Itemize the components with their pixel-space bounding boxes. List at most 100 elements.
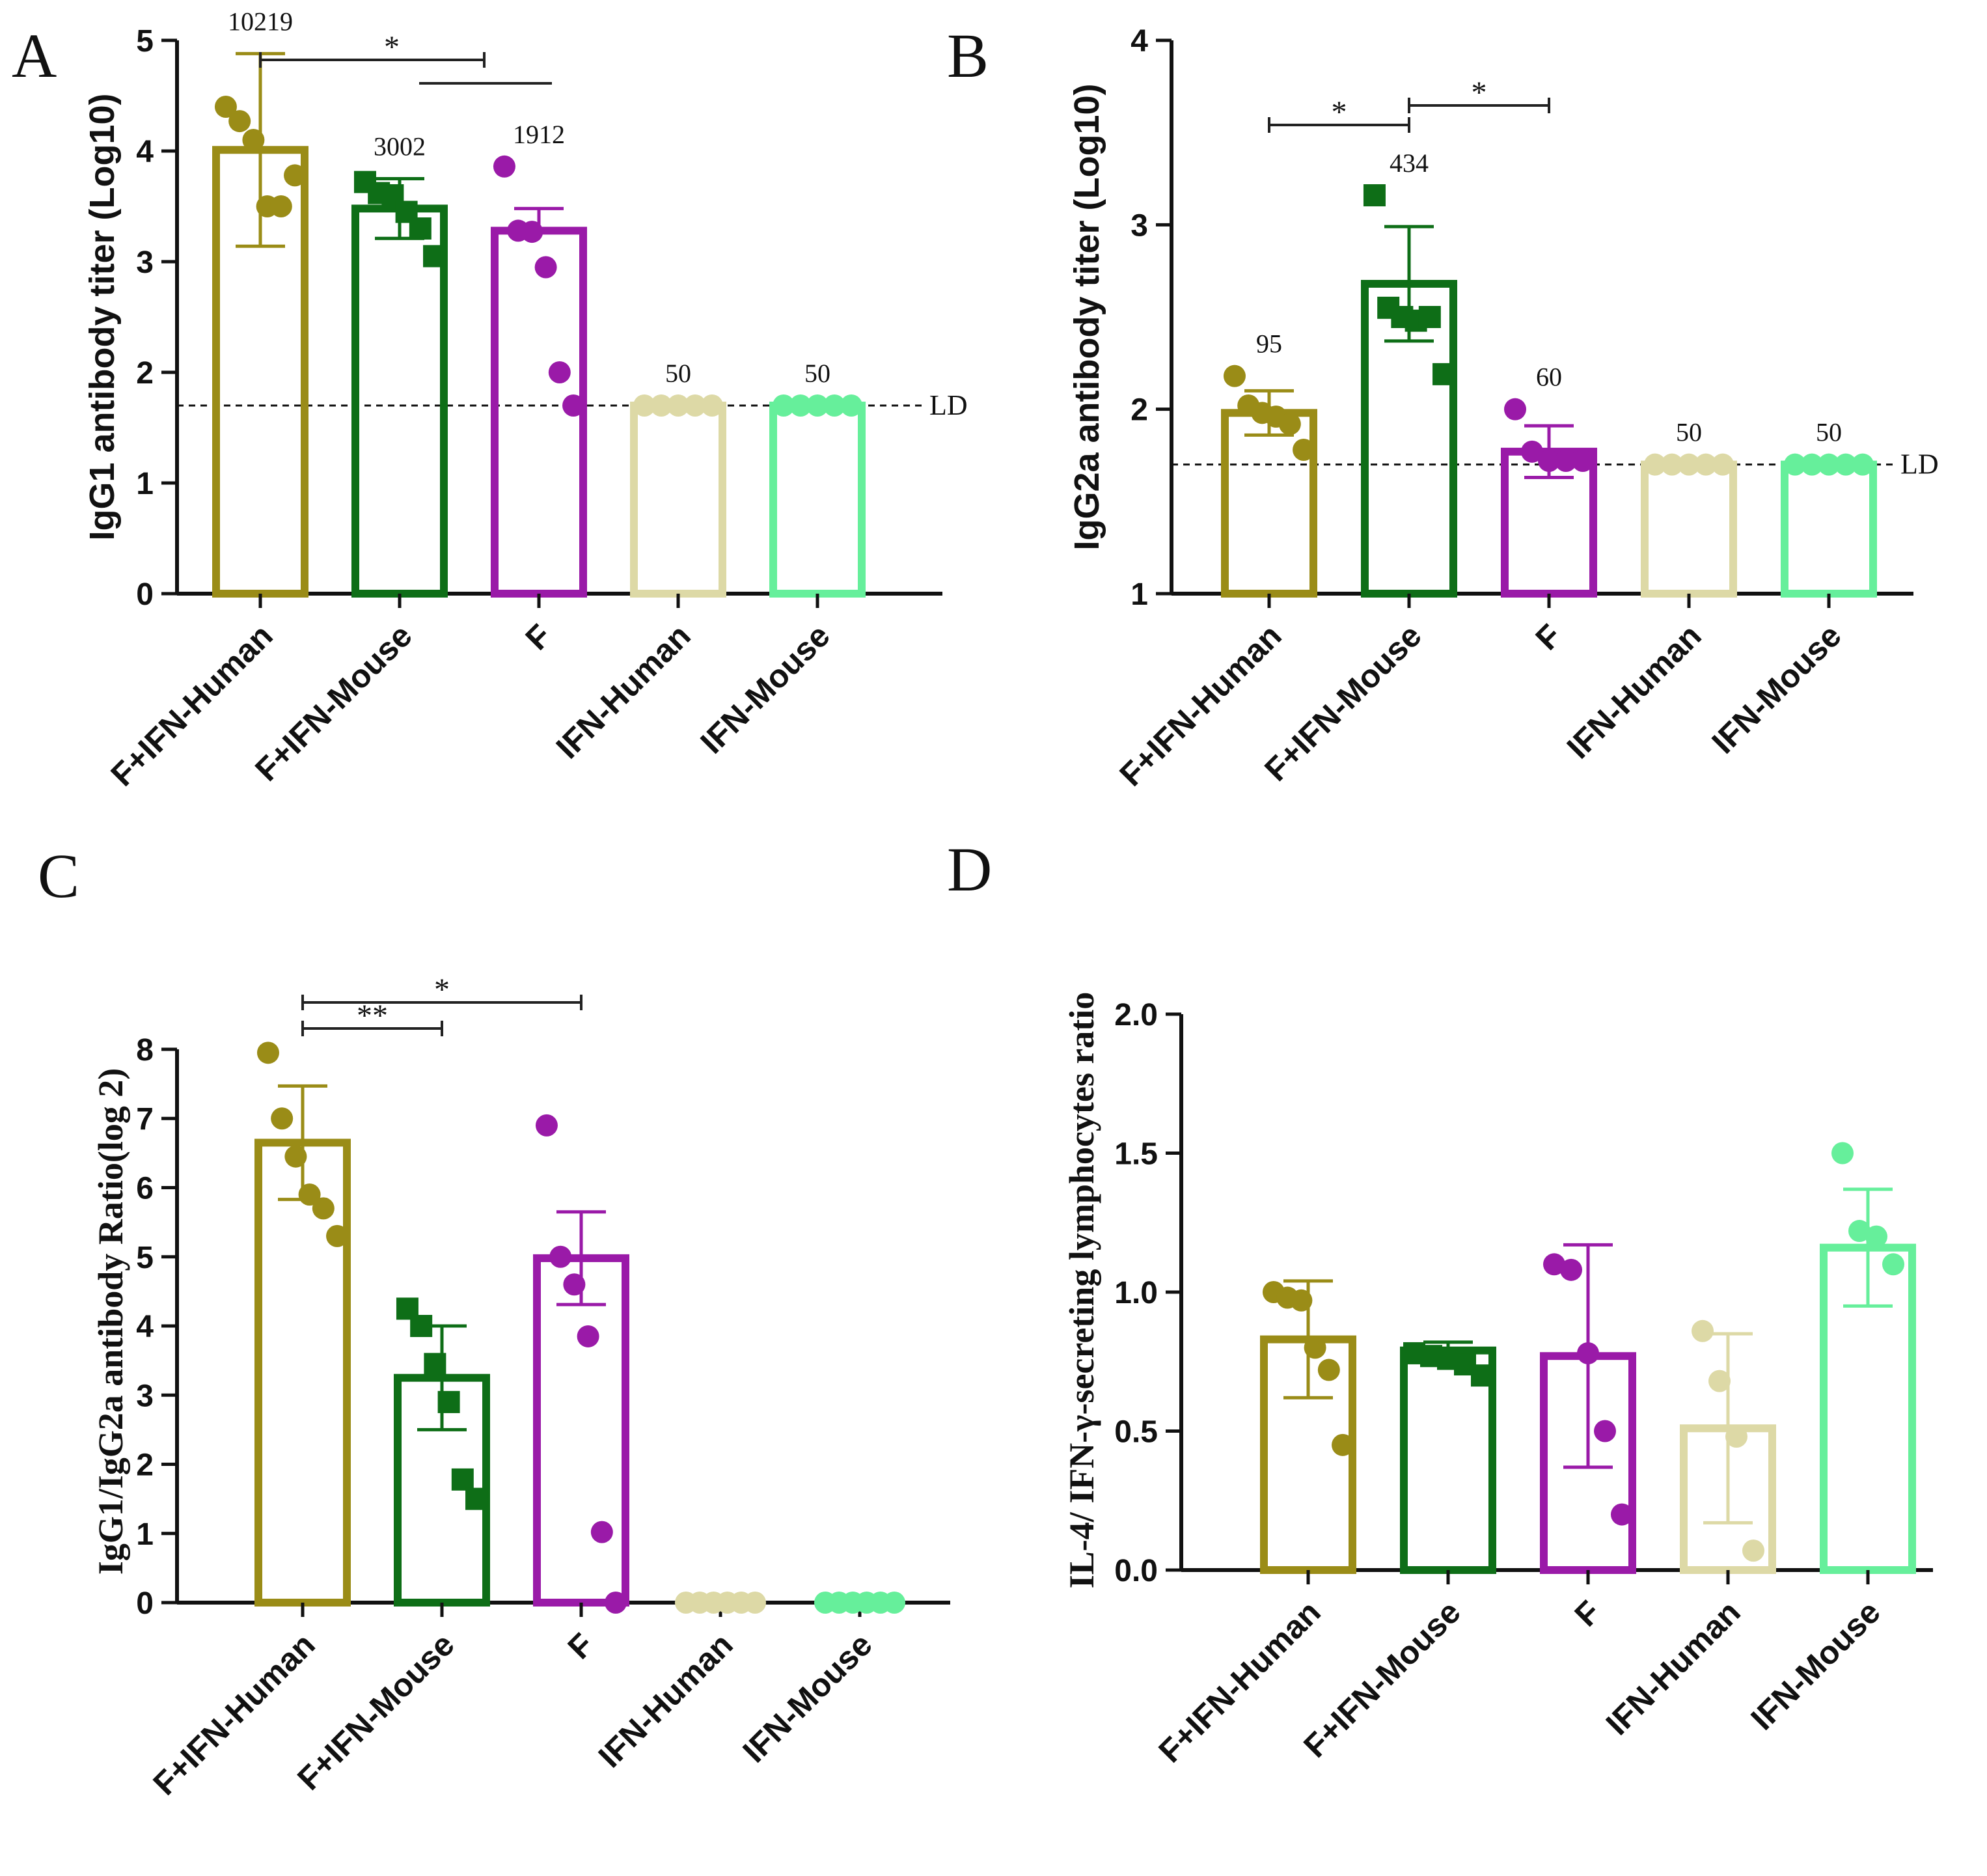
data-point-a-4 <box>701 394 723 417</box>
data-point-a-1 <box>269 195 292 217</box>
data-point-b-5 <box>1801 453 1823 476</box>
data-point-a-4 <box>633 394 655 417</box>
data-point-d-5 <box>1865 1225 1887 1248</box>
y-tick-label-b: 1 <box>1131 577 1148 612</box>
data-point-a-4 <box>650 394 672 417</box>
data-point-b-1 <box>1278 413 1301 435</box>
y-tick-label-c: 2 <box>136 1448 154 1483</box>
value-label-b-3: 60 <box>1536 363 1562 392</box>
data-point-b-3 <box>1555 450 1577 472</box>
data-point-d-3 <box>1543 1253 1565 1276</box>
y-tick-label-c: 1 <box>136 1517 154 1552</box>
data-point-b-5 <box>1784 453 1806 476</box>
data-point-a-5 <box>789 394 812 417</box>
data-point-c-5 <box>883 1592 906 1614</box>
value-label-b-4: 50 <box>1676 418 1702 447</box>
value-label-b-1: 95 <box>1256 329 1282 359</box>
value-label-a-5: 50 <box>804 359 830 388</box>
data-point-b-4 <box>1712 453 1734 476</box>
data-point-a-5 <box>773 394 795 417</box>
data-point-d-3 <box>1577 1342 1599 1364</box>
data-point-b-3 <box>1572 450 1594 472</box>
significance-label-b: * <box>1472 76 1487 110</box>
data-point-c-1 <box>256 1041 279 1064</box>
y-tick-label-d: 0.5 <box>1114 1415 1158 1450</box>
data-point-c-3 <box>590 1521 613 1543</box>
y-tick-label-a: 3 <box>136 245 154 280</box>
data-point-c-2 <box>437 1390 460 1413</box>
data-point-d-4 <box>1708 1370 1731 1392</box>
data-point-c-3 <box>563 1273 586 1296</box>
data-point-b-4 <box>1661 453 1683 476</box>
data-point-c-3 <box>605 1592 627 1614</box>
data-point-d-4 <box>1692 1319 1714 1342</box>
detection-limit-label-a: LD <box>929 389 968 421</box>
data-point-c-1 <box>326 1224 349 1247</box>
data-point-d-3 <box>1560 1258 1582 1281</box>
data-point-c-3 <box>549 1245 572 1268</box>
data-point-a-3 <box>521 221 543 243</box>
data-point-a-4 <box>684 394 706 417</box>
y-tick-label-d: 1.5 <box>1114 1137 1158 1172</box>
data-point-c-2 <box>465 1487 488 1510</box>
value-label-b-2: 434 <box>1390 148 1429 178</box>
y-tick-label-c: 0 <box>136 1586 154 1621</box>
y-tick-label-d: 2.0 <box>1114 998 1158 1032</box>
data-point-d-4 <box>1725 1426 1747 1448</box>
value-label-a-2: 3002 <box>374 132 426 161</box>
data-point-c-2 <box>410 1315 433 1337</box>
data-point-b-2 <box>1363 184 1386 206</box>
significance-label-a: * <box>384 30 400 64</box>
significance-label-b: * <box>1332 95 1347 130</box>
data-point-d-3 <box>1594 1420 1616 1442</box>
data-point-a-5 <box>806 394 829 417</box>
data-point-c-2 <box>451 1468 474 1491</box>
data-point-c-1 <box>298 1183 321 1206</box>
value-label-a-3: 1912 <box>513 120 565 149</box>
data-point-b-5 <box>1852 453 1874 476</box>
y-tick-label-b: 2 <box>1131 393 1148 428</box>
y-tick-label-a: 4 <box>136 135 154 169</box>
data-point-a-5 <box>823 394 845 417</box>
data-point-b-5 <box>1818 453 1840 476</box>
data-point-b-3 <box>1521 440 1543 463</box>
data-point-a-4 <box>667 394 689 417</box>
y-tick-label-d: 0.0 <box>1114 1554 1158 1588</box>
data-point-d-1 <box>1304 1336 1326 1359</box>
data-point-b-3 <box>1538 450 1560 472</box>
data-point-d-5 <box>1831 1142 1854 1165</box>
value-label-a-4: 50 <box>665 359 691 388</box>
data-point-a-1 <box>284 164 307 187</box>
value-label-b-5: 50 <box>1816 418 1842 447</box>
data-point-a-3 <box>562 394 585 417</box>
y-tick-label-a: 2 <box>136 356 154 391</box>
data-point-a-5 <box>840 394 862 417</box>
y-axis-label-d: IL-4/ IFN-γ-secreting lymphocytes ratio <box>1062 992 1101 1589</box>
significance-label-c: ** <box>357 999 388 1033</box>
data-point-d-1 <box>1290 1289 1313 1312</box>
data-point-a-2 <box>423 245 446 268</box>
data-point-c-3 <box>535 1114 558 1137</box>
panel-letter-d: D <box>947 835 992 904</box>
data-point-c-3 <box>577 1325 599 1347</box>
data-point-d-1 <box>1332 1433 1354 1456</box>
detection-limit-label-b: LD <box>1900 448 1939 480</box>
value-label-a-1: 10219 <box>228 7 293 36</box>
y-tick-label-d: 1.0 <box>1114 1276 1158 1310</box>
data-point-d-5 <box>1882 1253 1904 1276</box>
panel-letter-b: B <box>947 21 989 90</box>
y-axis-label-a: IgG1 antibody titer (Log10) <box>83 93 122 540</box>
y-tick-label-c: 5 <box>136 1241 154 1275</box>
y-axis-label-b: IgG2a antibody titer (Log10) <box>1067 83 1106 550</box>
data-point-b-5 <box>1835 453 1857 476</box>
data-point-b-1 <box>1293 439 1315 461</box>
data-point-b-2 <box>1432 363 1455 385</box>
data-point-a-3 <box>493 155 515 178</box>
data-point-c-2 <box>424 1353 446 1375</box>
y-tick-label-a: 1 <box>136 467 154 501</box>
y-tick-label-c: 7 <box>136 1102 154 1137</box>
y-tick-label-a: 0 <box>136 577 154 612</box>
data-point-b-3 <box>1504 398 1526 421</box>
y-tick-label-c: 3 <box>136 1379 154 1413</box>
